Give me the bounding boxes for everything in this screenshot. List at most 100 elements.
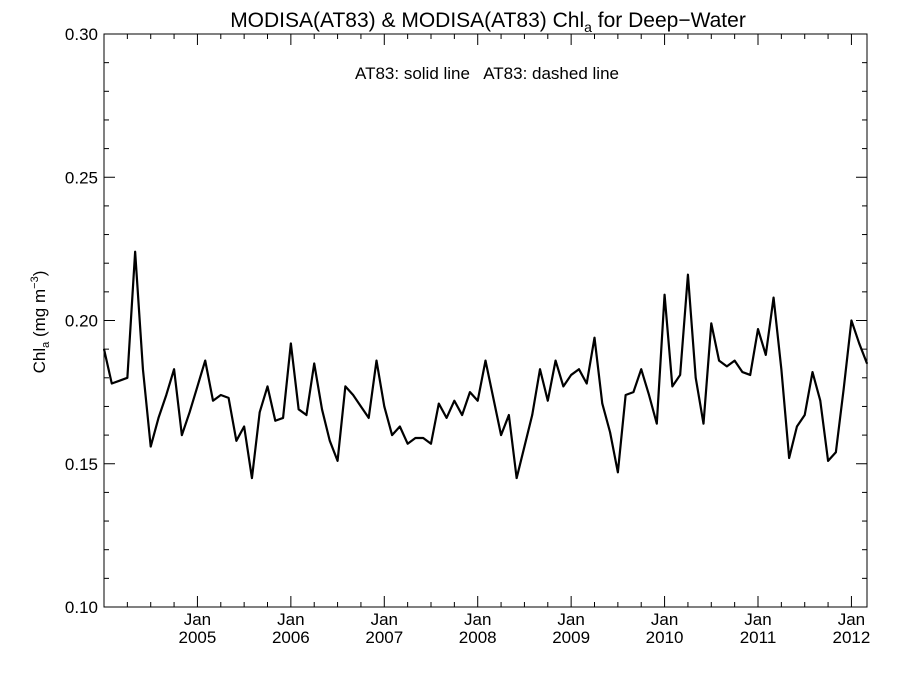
data-point (531, 414, 534, 416)
x-tick-labels: Jan2005Jan2006Jan2007Jan2008Jan2009Jan20… (179, 610, 871, 647)
data-point (227, 397, 230, 399)
data-point (297, 408, 300, 411)
x-tick-label-month: Jan (464, 610, 491, 629)
data-point (399, 425, 401, 428)
data-point (508, 414, 510, 416)
x-tick-label-month: Jan (651, 610, 678, 629)
data-point (803, 414, 806, 416)
data-point (266, 385, 269, 388)
data-point (165, 394, 168, 396)
y-tick-label: 0.20 (65, 312, 98, 331)
data-point (453, 399, 456, 402)
data-point (149, 445, 152, 448)
data-point (811, 371, 814, 373)
data-point (219, 394, 222, 396)
data-point (624, 394, 627, 396)
data-point (243, 425, 245, 428)
data-point (570, 374, 572, 376)
data-point (827, 460, 829, 462)
x-tick-label-month: Jan (838, 610, 865, 629)
data-point (118, 379, 121, 382)
data-point (406, 442, 409, 445)
chart-title-suffix: for Deep−Water (592, 9, 746, 32)
data-point (305, 414, 308, 416)
data-point (321, 408, 323, 411)
y-tick-labels: 0.10 0.15 0.20 0.25 0.30 (65, 25, 98, 617)
data-point (788, 457, 790, 459)
data-point (282, 417, 284, 419)
data-point (617, 471, 619, 474)
data-point (640, 368, 643, 371)
data-point (539, 368, 541, 371)
x-tick-label-month: Jan (371, 610, 398, 629)
data-point (142, 368, 144, 371)
data-point (414, 437, 417, 439)
data-point (733, 359, 736, 362)
data-point (601, 402, 604, 405)
chart-title-main: MODISA(AT83) & MODISA(AT83) Chl (230, 9, 584, 32)
data-point (632, 391, 635, 393)
x-tick-label-month: Jan (557, 610, 584, 629)
data-point (344, 385, 347, 388)
data-point (764, 354, 767, 356)
data-point (235, 440, 238, 442)
data-point (609, 431, 611, 434)
data-point (702, 422, 705, 425)
data-point (383, 405, 386, 408)
x-tick-label-year: 2012 (833, 628, 871, 647)
data-point (835, 451, 837, 454)
data-point (858, 342, 861, 345)
x-tick-label-year: 2005 (179, 628, 217, 647)
data-point (523, 445, 526, 448)
x-tick-label-month: Jan (184, 610, 211, 629)
data-point (328, 440, 331, 442)
data-point (726, 365, 728, 368)
data-point (375, 359, 378, 362)
x-tick-label-year: 2010 (646, 628, 684, 647)
y-tick-label: 0.25 (65, 168, 98, 187)
data-point (251, 477, 253, 479)
data-point (437, 402, 440, 405)
y-axis-label-close: ) (30, 271, 49, 277)
data-point (796, 425, 798, 428)
data-point (134, 250, 136, 253)
data-point (492, 397, 495, 399)
data-point (367, 417, 370, 419)
data-point (476, 399, 479, 402)
line-style-annotation: AT83: solid line AT83: dashed line (355, 64, 619, 83)
data-point (850, 319, 853, 322)
y-axis-label-superscript: −3 (29, 276, 41, 289)
x-tick-label-year: 2011 (740, 628, 777, 647)
data-point (290, 342, 292, 345)
y-tick-label: 0.10 (65, 598, 98, 617)
x-tick-label-month: Jan (744, 610, 771, 629)
data-point (710, 322, 713, 325)
data-point (352, 394, 354, 396)
x-tick-label-year: 2007 (365, 628, 403, 647)
data-point (718, 359, 720, 362)
y-tick-label: 0.30 (65, 25, 98, 44)
data-point (126, 377, 129, 379)
x-tick-label-month: Jan (277, 610, 304, 629)
series-points (103, 250, 868, 479)
x-tick-label-year: 2006 (272, 628, 310, 647)
data-point (313, 362, 316, 365)
data-point (196, 385, 199, 388)
x-tick-label-year: 2008 (459, 628, 497, 647)
data-point (562, 385, 565, 388)
data-point (274, 419, 277, 422)
axis-ticks (104, 33, 867, 608)
data-point (655, 422, 658, 425)
chart-title: MODISA(AT83) & MODISA(AT83) Chla for Dee… (230, 9, 746, 35)
data-point (461, 414, 463, 416)
data-point (110, 382, 113, 385)
data-point (757, 328, 759, 330)
data-point (336, 460, 339, 462)
data-point (772, 296, 775, 299)
data-point (749, 374, 752, 376)
data-point (258, 411, 261, 413)
data-point (360, 405, 362, 408)
data-point (671, 385, 674, 388)
data-point (663, 293, 666, 296)
data-point (181, 434, 183, 436)
